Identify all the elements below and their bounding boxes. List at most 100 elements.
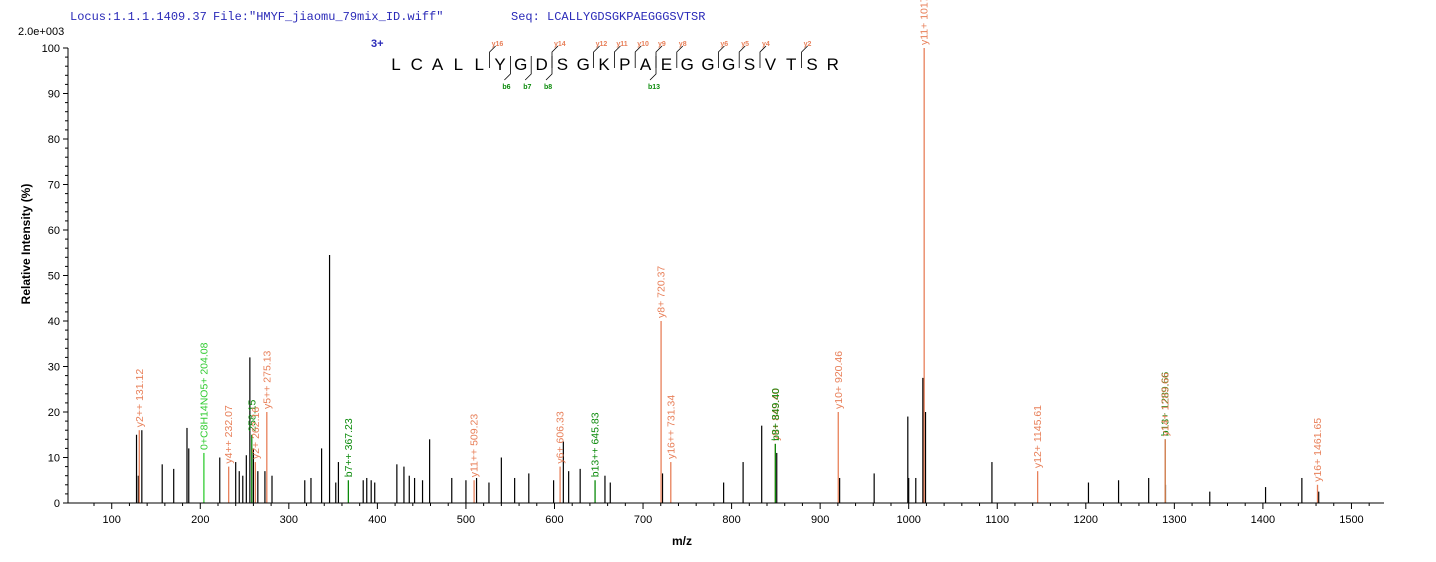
y-ion-mark: y14	[554, 41, 566, 48]
y-tick-label: 30	[48, 362, 60, 374]
sequence-residue: G	[514, 55, 527, 74]
x-tick-label: 200	[191, 514, 209, 526]
y-ion-mark: y10	[637, 41, 649, 48]
sequence-residue: G	[722, 55, 735, 74]
tick-marks: 100 200 300 400 500 600 700 800 900 1000 1100 1200 1…	[42, 43, 1370, 526]
sequence-residue: T	[786, 55, 796, 74]
y-ion-bracket	[676, 45, 684, 68]
b-ion-mark: b8	[544, 84, 552, 91]
x-tick-label: 1300	[1162, 514, 1186, 526]
y-ion-mark: y2	[804, 41, 812, 48]
sequence-residue: E	[661, 55, 672, 74]
scale-label: 2.0e+003	[18, 26, 64, 38]
peak-label: b8+ 849.40	[770, 388, 782, 441]
peak-label: y8+ 720.37	[656, 266, 668, 318]
x-axis-label: m/z	[672, 534, 692, 548]
y-ion-mark: y4	[762, 41, 770, 48]
y-tick-label: 50	[48, 271, 60, 283]
peak-label: b7++ 367.23	[343, 418, 355, 477]
sequence-residue: A	[640, 55, 652, 74]
peak-label: y2+ 262.16	[250, 407, 262, 459]
b-ion-bracket	[649, 56, 657, 81]
y-tick-label: 70	[48, 180, 60, 192]
peak-label: b13++ 645.83	[590, 412, 602, 477]
peak-label: y12+ 1145.61	[1032, 405, 1044, 468]
x-tick-label: 900	[811, 514, 829, 526]
b-ion-mark: b13	[648, 84, 660, 91]
peak-label: y16+ 1461.65	[1312, 418, 1324, 482]
x-tick-label: 700	[634, 514, 652, 526]
y-axis-label: Relative Intensity (%)	[19, 184, 33, 305]
sequence-residue: G	[701, 55, 714, 74]
sequence-residue: R	[827, 55, 839, 74]
sequence-residue: P	[619, 55, 630, 74]
y-ion-bracket	[759, 45, 767, 68]
y-ion-bracket	[634, 45, 642, 68]
sequence-residue: C	[411, 55, 423, 74]
peak-label: y16++ 731.34	[665, 395, 677, 459]
locus-label: Locus:1.1.1.1409.37	[70, 10, 207, 24]
peak-label: y11+ 1017.48	[919, 0, 931, 45]
sequence-residue: L	[474, 55, 483, 74]
charge-label: 3+	[371, 38, 384, 50]
peak-label: y11++ 509.23	[469, 414, 481, 478]
peak-label: b13+ 1289.66	[1160, 372, 1172, 437]
sequence-residue: V	[765, 55, 777, 74]
y-tick-label: 0	[54, 498, 60, 510]
sequence-residue: S	[806, 55, 817, 74]
x-tick-label: 1500	[1339, 514, 1363, 526]
peak-label: 0+C8H14NO5+ 204.08	[198, 342, 210, 450]
y-ion-mark: y6	[720, 41, 728, 48]
y-tick-label: 20	[48, 407, 60, 419]
sequence-residue: L	[454, 55, 463, 74]
b-ion-bracket	[524, 56, 532, 81]
x-tick-label: 1200	[1074, 514, 1098, 526]
peak-labels: y2++ 131.12 0+C8H14NO5+ 204.08 y4++ 232.07…	[134, 0, 1324, 482]
y-ion-mark: y9	[658, 41, 666, 48]
x-tick-label: 600	[545, 514, 563, 526]
peak-label: y9+ 849.40	[770, 388, 782, 440]
x-tick-label: 500	[457, 514, 475, 526]
y-ion-mark: y12	[596, 41, 608, 48]
x-tick-label: 400	[368, 514, 386, 526]
y-ion-mark: y16	[492, 41, 504, 48]
sequence-residue: D	[535, 55, 547, 74]
b-ion-mark: b7	[523, 84, 531, 91]
sequence-residue: S	[557, 55, 568, 74]
x-tick-label: 300	[280, 514, 298, 526]
sequence-residue: K	[598, 55, 610, 74]
sequence-residue: G	[577, 55, 590, 74]
y-ion-mark: y11	[616, 41, 627, 48]
y-tick-label: 100	[42, 43, 60, 55]
sequence-label: Seq: LCALLYGDSGKPAEGGGSVTSR	[511, 10, 705, 24]
x-tick-label: 1000	[896, 514, 920, 526]
x-tick-label: 100	[103, 514, 121, 526]
y-ion-bracket	[738, 45, 746, 68]
b-ion-bracket	[504, 56, 511, 81]
peak-label: y5++ 275.13	[261, 350, 273, 409]
peak-label: y10+ 920.46	[833, 351, 845, 409]
sequence-residue: S	[744, 55, 755, 74]
x-tick-label: 1100	[985, 514, 1009, 526]
sequence-residue: L	[391, 55, 400, 74]
peak-label: y2++ 131.12	[134, 369, 146, 428]
peak-label: y6+ 606.33	[555, 411, 567, 463]
sequence-residue: A	[432, 55, 444, 74]
y-tick-label: 60	[48, 225, 60, 237]
b-ion-mark: b6	[502, 84, 510, 91]
sequence-residue: G	[681, 55, 694, 74]
y-tick-label: 40	[48, 316, 60, 328]
peak-bars	[135, 48, 1320, 503]
y-tick-label: 80	[48, 134, 60, 146]
x-tick-label: 1400	[1251, 514, 1275, 526]
peak-label: y4++ 232.07	[223, 405, 235, 464]
y-ion-mark: y5	[741, 41, 749, 48]
peak-label: 258.15	[246, 399, 258, 431]
x-tick-label: 800	[722, 514, 740, 526]
y-tick-label: 10	[48, 453, 60, 465]
y-ion-mark: y8	[679, 41, 687, 48]
file-label: File:"HMYF_jiaomu_79mix_ID.wiff"	[213, 10, 443, 24]
peak-label: y14+ 1289.66	[1160, 372, 1172, 436]
